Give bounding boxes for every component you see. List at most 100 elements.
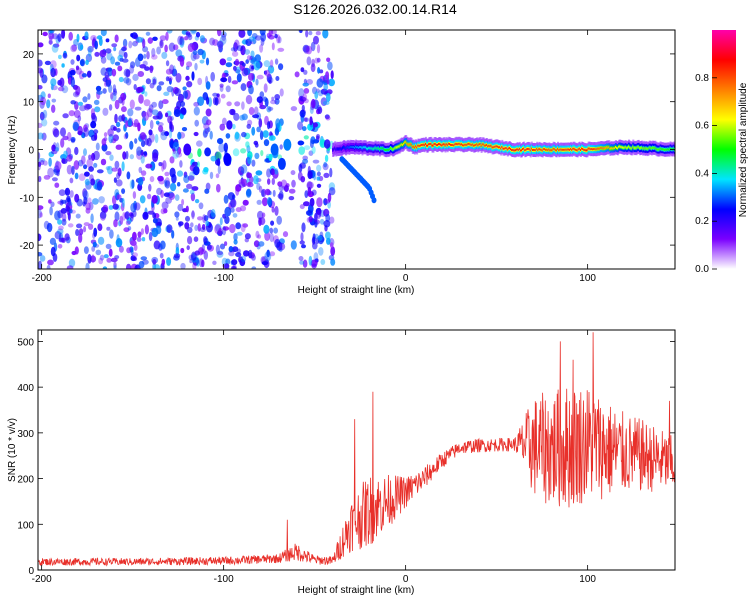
noise-cell: [313, 35, 319, 45]
noise-cell: [271, 30, 277, 35]
ridge-core-cell: [641, 146, 644, 149]
noise-cell: [309, 197, 315, 207]
noise-cell: [232, 194, 236, 200]
noise-cell: [93, 99, 100, 105]
ridge-core-cell: [614, 146, 617, 149]
noise-cell: [82, 188, 88, 198]
noise-cell: [157, 122, 164, 127]
noise-cell: [319, 218, 325, 225]
noise-cell: [83, 222, 90, 227]
ridge-core-cell: [335, 148, 338, 151]
noise-cell: [313, 252, 319, 262]
noise-cell: [197, 96, 205, 106]
noise-cell: [268, 153, 273, 162]
noise-cell: [83, 127, 90, 137]
ridge-core-cell: [427, 144, 429, 147]
noise-cell: [50, 67, 56, 78]
noise-cell: [91, 112, 96, 120]
noise-cell: [118, 76, 124, 83]
ridge-core-cell: [579, 149, 582, 151]
noise-cell: [79, 44, 84, 50]
noise-cell: [73, 39, 79, 46]
noise-cell: [127, 118, 133, 126]
noise-cell: [326, 237, 331, 245]
noise-cell: [107, 128, 114, 137]
noise-cell: [316, 164, 322, 172]
noise-cell: [150, 161, 156, 171]
noise-cell: [69, 177, 74, 184]
noise-cell: [100, 56, 107, 64]
colorbar: 0.0 0.2 0.4 0.6 0.8 Normalized spectral ampl…: [695, 30, 749, 275]
noise-cell: [219, 243, 226, 250]
ridge-core-cell: [631, 147, 634, 150]
noise-cell: [197, 77, 203, 86]
noise-cell: [202, 130, 208, 139]
noise-cell: [129, 64, 135, 74]
noise-cell: [130, 33, 134, 38]
noise-cell: [87, 45, 94, 53]
noise-cell: [64, 187, 71, 196]
noise-cell: [116, 234, 120, 244]
ridge-core-cell: [472, 144, 475, 147]
noise-cell: [233, 65, 237, 71]
noise-cell: [197, 48, 204, 56]
noise-cell: [164, 180, 171, 189]
noise-cell: [228, 251, 235, 257]
noise-cell: [194, 62, 198, 71]
ridge-core-cell: [350, 146, 353, 148]
noise-cell: [326, 57, 331, 63]
spectrogram-x-label: Height of straight line (km): [298, 285, 415, 296]
noise-cell: [199, 59, 205, 64]
ridge-core-cell: [447, 142, 450, 145]
noise-cell: [68, 258, 76, 268]
ridge-core-cell: [541, 149, 544, 152]
noise-cell: [82, 201, 86, 207]
noise-cell: [48, 32, 55, 40]
noise-cell: [161, 99, 169, 105]
ridge-core-cell: [496, 145, 499, 148]
noise-cell: [274, 98, 280, 105]
ridge-core-cell: [506, 148, 509, 151]
ridge-core-cell: [376, 147, 379, 150]
ridge-core-cell: [648, 146, 651, 149]
noise-cell: [323, 172, 330, 178]
noise-cell: [268, 35, 275, 40]
noise-cell: [125, 132, 129, 139]
ridge-core-cell: [443, 143, 446, 146]
ridge-core-cell: [431, 144, 434, 147]
snr-y-ticks: 0 100 200 300 400 500: [17, 337, 675, 577]
colorbar-tick-label: 0.8: [695, 73, 709, 84]
noise-cell: [299, 240, 305, 245]
noise-cell: [288, 188, 296, 194]
noise-cell: [48, 30, 55, 34]
noise-cell: [134, 106, 142, 111]
noise-cell: [302, 44, 310, 53]
noise-cell: [225, 258, 231, 265]
noise-cell: [233, 233, 238, 242]
noise-cell: [264, 69, 270, 77]
ridge-core-cell: [343, 146, 345, 149]
ridge-core-cell: [397, 145, 400, 148]
ridge-core-cell: [434, 143, 437, 145]
y-tick-label: -10: [20, 193, 35, 204]
ridge-core-cell: [428, 143, 431, 146]
ridge-core-cell: [420, 143, 423, 146]
noise-cell: [239, 258, 246, 267]
noise-cell: [216, 158, 221, 167]
ridge-core-cell: [381, 147, 384, 150]
ridge-core-cell: [467, 142, 470, 145]
noise-cell: [61, 158, 66, 164]
noise-cell: [85, 59, 89, 66]
noise-cell: [264, 231, 271, 241]
noise-cell: [178, 221, 182, 228]
ridge-core-cell: [470, 144, 473, 146]
noise-cell: [326, 92, 331, 102]
noise-cell: [143, 99, 151, 107]
noise-cell: [316, 57, 321, 63]
ridge-core-cell: [355, 145, 357, 148]
noise-cell: [206, 244, 212, 250]
noise-cell: [232, 148, 240, 157]
ridge-core-cell: [430, 142, 433, 145]
noise-cell: [231, 246, 239, 253]
noise-cell: [159, 240, 166, 250]
